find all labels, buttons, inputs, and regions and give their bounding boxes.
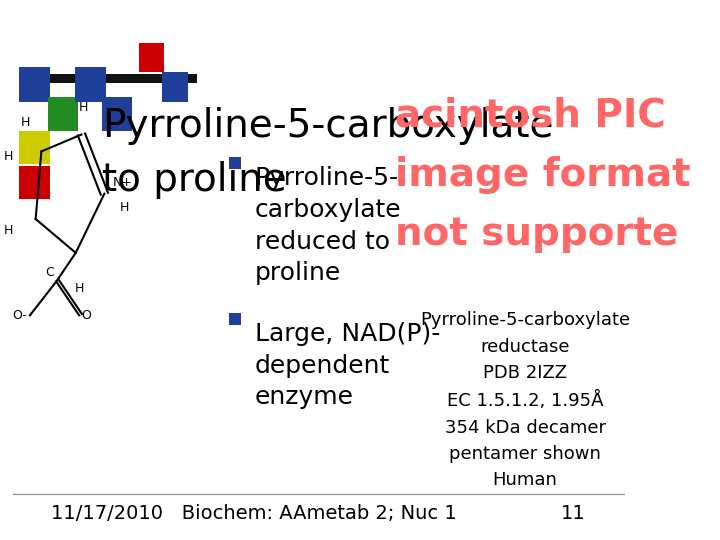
FancyBboxPatch shape [229,313,240,325]
FancyBboxPatch shape [162,72,188,102]
Text: H: H [4,224,13,238]
FancyBboxPatch shape [102,97,132,131]
Text: Pyrroline-5-carboxylate: Pyrroline-5-carboxylate [102,107,554,145]
Text: image format: image format [395,156,690,193]
Text: 11: 11 [561,504,585,523]
Text: acintosh PIC: acintosh PIC [395,97,665,134]
Text: Pyrroline-5-
carboxylate
reduced to
proline: Pyrroline-5- carboxylate reduced to prol… [255,166,401,285]
Text: to proline: to proline [102,161,287,199]
Text: 11/17/2010   Biochem: AAmetab 2; Nuc 1: 11/17/2010 Biochem: AAmetab 2; Nuc 1 [51,504,456,523]
FancyBboxPatch shape [48,97,78,131]
Text: N+: N+ [112,177,132,190]
Text: O-: O- [13,309,27,322]
Text: not supporte: not supporte [395,214,678,253]
Text: C: C [45,266,54,279]
FancyBboxPatch shape [19,73,197,83]
Text: O: O [81,309,91,322]
Text: Pyrroline-5-carboxylate
reductase
PDB 2IZZ
EC 1.5.1.2, 1.95Å
354 kDa decamer
pen: Pyrroline-5-carboxylate reductase PDB 2I… [420,311,630,489]
Text: H: H [4,150,13,163]
Text: H: H [74,281,84,294]
Text: H: H [120,201,129,214]
Text: H: H [79,102,89,114]
FancyBboxPatch shape [75,67,106,102]
FancyBboxPatch shape [19,131,50,164]
Text: H: H [21,117,30,130]
FancyBboxPatch shape [19,67,50,102]
FancyBboxPatch shape [139,43,164,72]
FancyBboxPatch shape [19,166,50,199]
Text: Large, NAD(P)-
dependent
enzyme: Large, NAD(P)- dependent enzyme [255,322,440,409]
FancyBboxPatch shape [229,158,240,169]
